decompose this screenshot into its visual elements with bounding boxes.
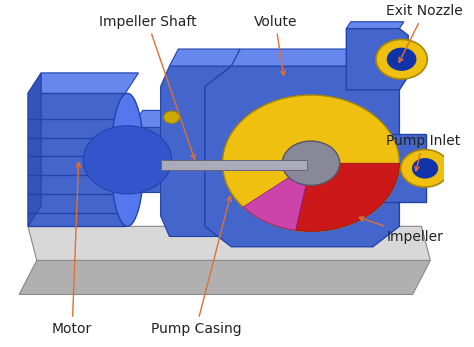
Ellipse shape [111, 93, 144, 226]
Circle shape [376, 40, 427, 79]
Text: Motor: Motor [52, 162, 92, 336]
Polygon shape [28, 73, 138, 93]
Wedge shape [296, 163, 400, 231]
Polygon shape [346, 22, 404, 28]
Polygon shape [28, 226, 430, 260]
Circle shape [83, 126, 172, 194]
Wedge shape [243, 163, 311, 230]
Polygon shape [373, 134, 426, 202]
Polygon shape [231, 49, 382, 66]
Text: Impeller: Impeller [359, 217, 443, 244]
Circle shape [164, 111, 180, 123]
Text: Pump Inlet: Pump Inlet [386, 134, 460, 171]
Polygon shape [129, 127, 169, 192]
Polygon shape [205, 66, 400, 247]
Text: Impeller Shaft: Impeller Shaft [99, 15, 196, 159]
Circle shape [413, 159, 438, 178]
Circle shape [387, 48, 416, 70]
Text: Pump Casing: Pump Casing [151, 196, 241, 336]
Text: Volute: Volute [254, 15, 297, 75]
Polygon shape [19, 260, 430, 295]
Circle shape [401, 150, 449, 187]
Polygon shape [28, 73, 41, 226]
Text: Exit Nozzle: Exit Nozzle [386, 5, 463, 62]
Circle shape [282, 141, 340, 185]
Polygon shape [169, 49, 240, 66]
Polygon shape [346, 28, 408, 90]
Wedge shape [222, 95, 400, 231]
Bar [161, 160, 307, 170]
Polygon shape [161, 66, 240, 237]
Polygon shape [28, 93, 125, 226]
Polygon shape [129, 110, 182, 127]
